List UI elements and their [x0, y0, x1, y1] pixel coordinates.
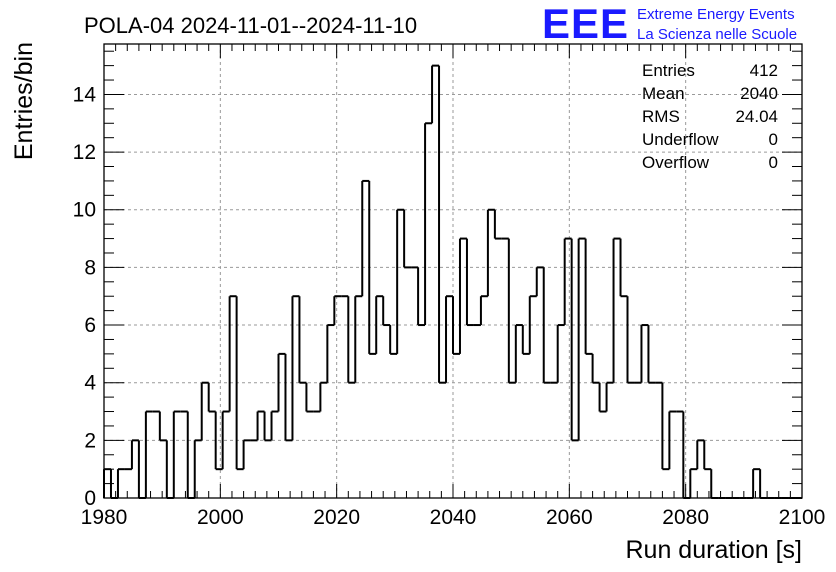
stats-value-mean: 2040	[740, 84, 778, 103]
y-tick-label: 14	[73, 83, 97, 106]
stats-label-overflow: Overflow	[642, 153, 710, 172]
x-tick-label: 2040	[430, 506, 477, 529]
x-tick-label: 2060	[546, 506, 593, 529]
x-tick-label: 1980	[81, 506, 128, 529]
chart-title: POLA-04 2024-11-01--2024-11-10	[84, 13, 417, 38]
x-tick-label: 2020	[313, 506, 360, 529]
x-tick-label: 2080	[662, 506, 709, 529]
axis-ticks	[103, 44, 803, 499]
y-tick-label: 2	[84, 429, 96, 452]
y-tick-label: 6	[84, 314, 96, 337]
stats-label-underflow: Underflow	[642, 130, 719, 149]
logo-line-2: La Scienza nelle Scuole	[637, 26, 797, 43]
x-tick-label: 2000	[197, 506, 244, 529]
stats-value-rms: 24.04	[735, 107, 778, 126]
y-axis-label: Entries/bin	[10, 42, 38, 160]
eee-logo: EEE Extreme Energy Events La Scienza nel…	[542, 0, 797, 47]
y-tick-label: 12	[73, 141, 96, 164]
y-tick-label: 10	[73, 199, 96, 222]
eee-logo-mark: EEE	[542, 0, 629, 47]
x-tick-label: 2100	[779, 506, 826, 529]
y-tick-label: 8	[84, 256, 96, 279]
x-tick-labels: 1980 2000 2020 2040 2060 2080 2100	[81, 506, 826, 529]
stats-value-overflow: 0	[769, 153, 778, 172]
stats-label-rms: RMS	[642, 107, 680, 126]
y-tick-label: 4	[84, 372, 96, 395]
stats-box: Entries 412 Mean 2040 RMS 24.04 Underflo…	[642, 61, 778, 172]
y-tick-labels: 0 2 4 6 8 10 12 14	[73, 83, 97, 510]
stats-label-mean: Mean	[642, 84, 685, 103]
x-axis-label: Run duration [s]	[626, 536, 803, 564]
logo-line-1: Extreme Energy Events	[637, 6, 795, 23]
y-tick-label: 0	[84, 487, 96, 510]
stats-value-underflow: 0	[769, 130, 778, 149]
stats-label-entries: Entries	[642, 61, 695, 80]
histogram-bins	[103, 64, 802, 499]
stats-value-entries: 412	[750, 61, 778, 80]
